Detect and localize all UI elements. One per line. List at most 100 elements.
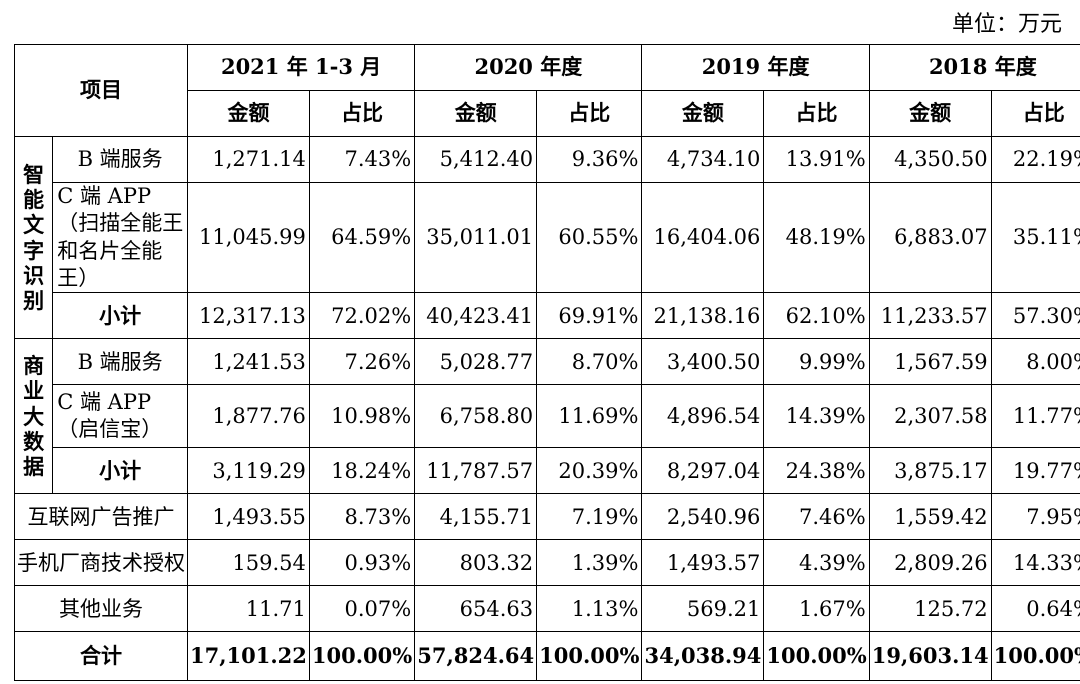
cell: 7.95% [990,493,1080,541]
cell: 11,787.57 [414,447,538,495]
table-row: 智能文字识别 B 端服务 1,271.14 7.43% 5,412.40 9.3… [13,135,1080,340]
header-period: 2021 年 1-3 月 [186,44,416,91]
header-period: 2019 年度 [641,44,870,91]
row-label: 其他业务 [14,585,188,633]
cell: 12,317.13 [187,292,310,340]
cell: 1.13% [536,585,643,633]
header-period: 2018 年度 [868,44,1080,91]
cell: 4,896.54 [641,384,765,449]
row-label: C 端 APP（启信宝） [52,384,188,449]
header-amount: 金额 [868,90,992,137]
row-label: 小计 [52,447,188,495]
cell: 18.24% [308,447,416,495]
cell: 803.32 [414,539,538,587]
header-item: 项目 [14,44,188,137]
cell: 3,400.50 [641,338,765,386]
header-amount: 金额 [641,90,765,137]
cell: 569.21 [641,585,765,633]
table-row-subtotal: 小计 12,317.13 72.02% 40,423.41 69.91% 21,… [15,292,1080,340]
cell: 8.73% [308,493,416,541]
header-amount: 金额 [414,90,538,137]
cell: 5,412.40 [414,136,538,183]
table-row: C 端 APP（启信宝） 1,877.76 10.98% 6,758.80 11… [15,384,1080,449]
cell: 11,045.99 [187,181,310,294]
row-label: 手机厂商技术授权 [14,539,188,587]
cell: 8.00% [990,338,1080,386]
cell: 1.67% [763,585,870,633]
cell: 11.69% [536,384,643,449]
cell: 125.72 [868,585,992,633]
group-label-bigdata: 商业大数据 [13,338,54,495]
cell: 8,297.04 [641,447,765,495]
cell: 35.11% [990,181,1080,294]
cell: 22.19% [990,136,1080,183]
cell: 1,877.76 [187,384,310,449]
cell: 159.54 [187,539,310,587]
header-ratio: 占比 [536,90,643,137]
cell: 72.02% [308,292,416,340]
table-row: 其他业务 11.71 0.07% 654.63 1.13% 569.21 1.6… [14,585,1080,633]
cell: 2,307.58 [868,384,992,449]
cell: 35,011.01 [414,181,538,294]
cell: 100.00% [308,631,416,682]
header-ratio: 占比 [308,90,416,137]
cell: 40,423.41 [414,292,538,340]
cell: 9.99% [763,338,870,386]
cell: 1,241.53 [187,338,310,386]
header-ratio: 占比 [990,90,1080,137]
cell: 20.39% [536,447,643,495]
cell: 21,138.16 [641,292,765,340]
cell: 60.55% [536,181,643,294]
cell: 11.77% [990,384,1080,449]
cell: 64.59% [308,181,416,294]
cell: 48.19% [763,181,870,294]
table-row: C 端 APP（扫描全能王和名片全能王） 11,045.99 64.59% 35… [15,181,1080,294]
cell: 0.64% [990,585,1080,633]
table-row-subtotal: 小计 3,119.29 18.24% 11,787.57 20.39% 8,29… [15,447,1080,495]
header-amount: 金额 [187,90,310,137]
cell: 4,350.50 [868,136,992,183]
row-label: B 端服务 [52,338,188,386]
cell: 1,493.55 [187,493,310,541]
cell: 7.19% [536,493,643,541]
cell: 69.91% [536,292,643,340]
row-label: 小计 [52,292,188,340]
cell: 6,883.07 [868,181,992,294]
cell: 100.00% [990,631,1080,682]
cell: 16,404.06 [641,181,765,294]
cell: 6,758.80 [414,384,538,449]
cell: 9.36% [536,136,643,183]
cell: 3,119.29 [187,447,310,495]
cell: 0.93% [308,539,416,587]
cell: 0.07% [308,585,416,633]
cell: 62.10% [763,292,870,340]
cell: 1,567.59 [868,338,992,386]
cell: 11.71 [187,585,310,633]
cell: 1.39% [536,539,643,587]
cell: 1,559.42 [868,493,992,541]
cell: 100.00% [536,631,643,682]
cell: 7.43% [308,136,416,183]
cell: 4.39% [763,539,870,587]
cell: 8.70% [536,338,643,386]
cell: 2,540.96 [641,493,765,541]
cell: 57.30% [990,292,1080,340]
cell: 11,233.57 [868,292,992,340]
cell: 3,875.17 [868,447,992,495]
table-row: 手机厂商技术授权 159.54 0.93% 803.32 1.39% 1,493… [14,539,1080,587]
unit-label: 单位：万元 [951,12,1062,37]
row-label: 互联网广告推广 [14,493,188,541]
table-row-total: 合计 17,101.22 100.00% 57,824.64 100.00% 3… [14,631,1080,682]
cell: 14.33% [990,539,1080,587]
cell: 100.00% [763,631,870,682]
cell: 4,155.71 [414,493,538,541]
cell: 7.46% [763,493,870,541]
cell: 4,734.10 [641,136,765,183]
cell: 19,603.14 [868,631,992,682]
cell: 57,824.64 [414,631,538,682]
row-label: 合计 [14,631,188,682]
cell: 1,493.57 [641,539,765,587]
header-ratio: 占比 [763,90,870,137]
cell: 13.91% [763,136,870,183]
row-label: C 端 APP（扫描全能王和名片全能王） [52,181,188,294]
